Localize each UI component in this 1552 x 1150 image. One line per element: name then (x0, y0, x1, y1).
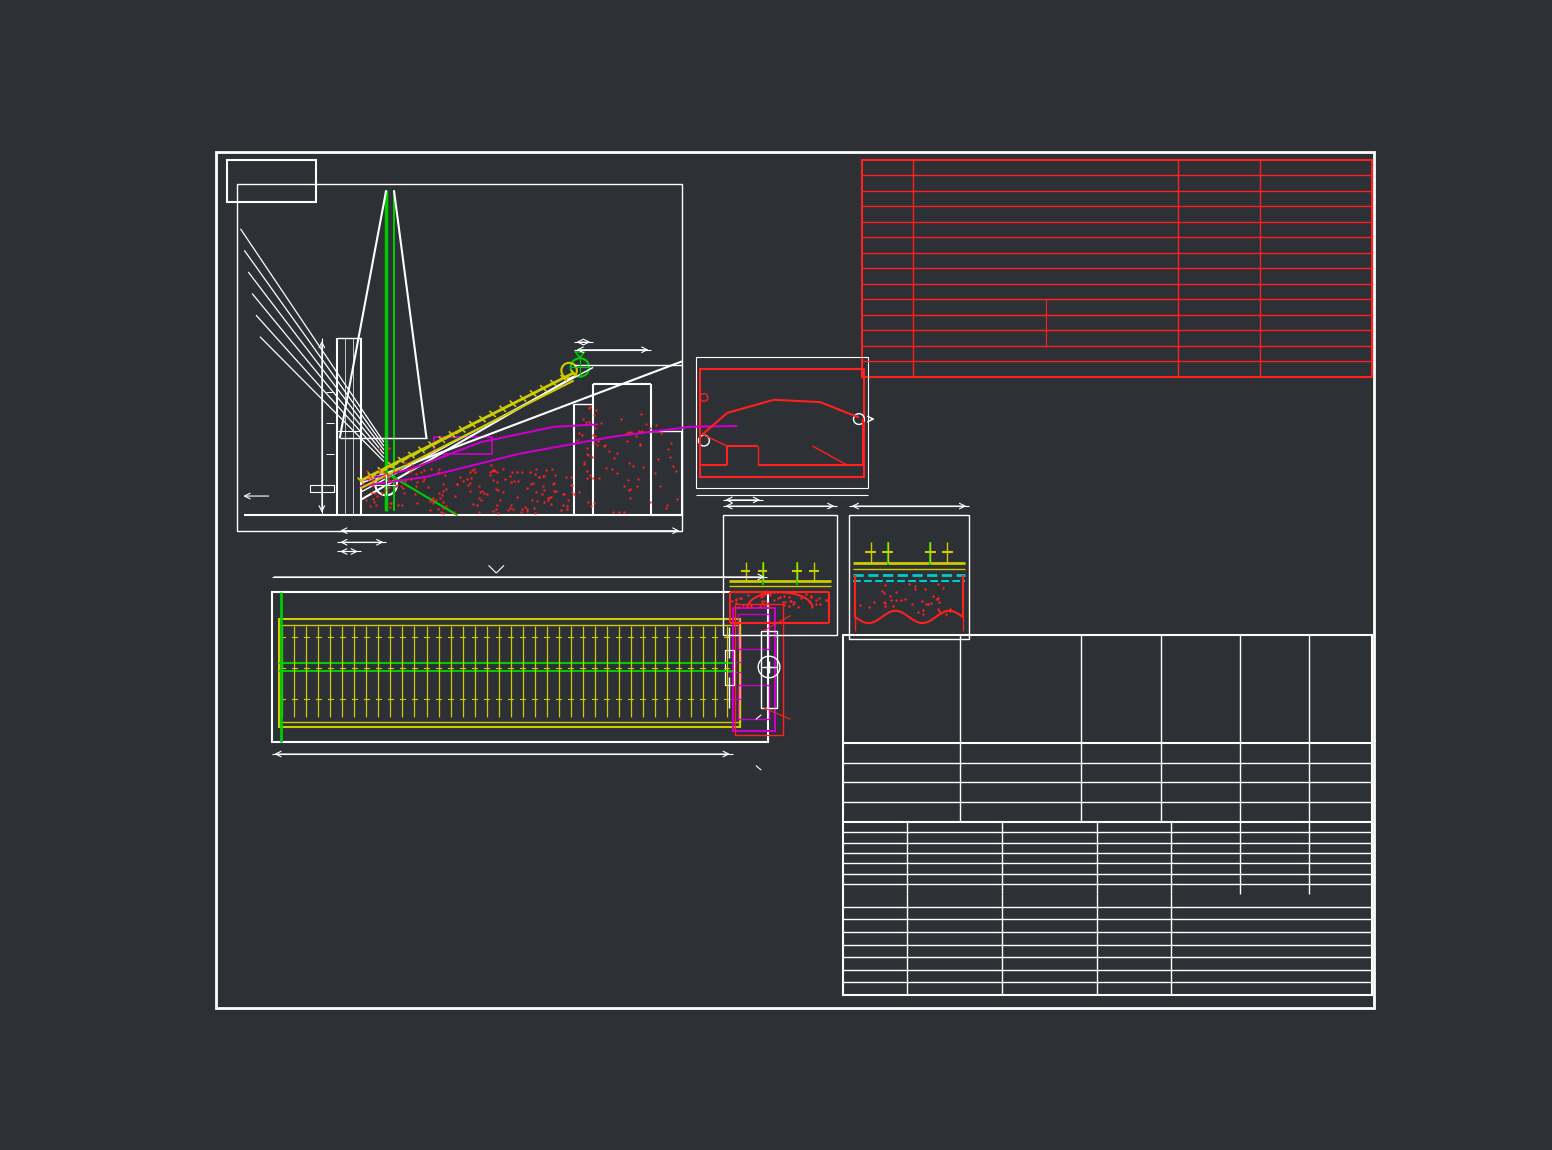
Bar (435, 437, 492, 454)
Bar (227, 160, 315, 202)
Bar (762, 631, 778, 707)
Bar (849, 515, 968, 638)
Bar (725, 650, 734, 684)
Bar (310, 484, 334, 492)
Bar (723, 515, 837, 635)
Bar (861, 160, 1372, 377)
Bar (697, 358, 868, 489)
Bar (272, 592, 768, 743)
Bar (700, 369, 864, 477)
Bar (733, 607, 776, 731)
Bar (279, 624, 740, 722)
Bar (728, 672, 742, 698)
Bar (725, 650, 734, 684)
Bar (236, 184, 683, 530)
Bar (843, 635, 1372, 995)
Bar (728, 635, 742, 661)
Bar (736, 604, 784, 735)
Bar (739, 684, 770, 720)
Bar (739, 614, 770, 649)
Bar (279, 619, 740, 727)
